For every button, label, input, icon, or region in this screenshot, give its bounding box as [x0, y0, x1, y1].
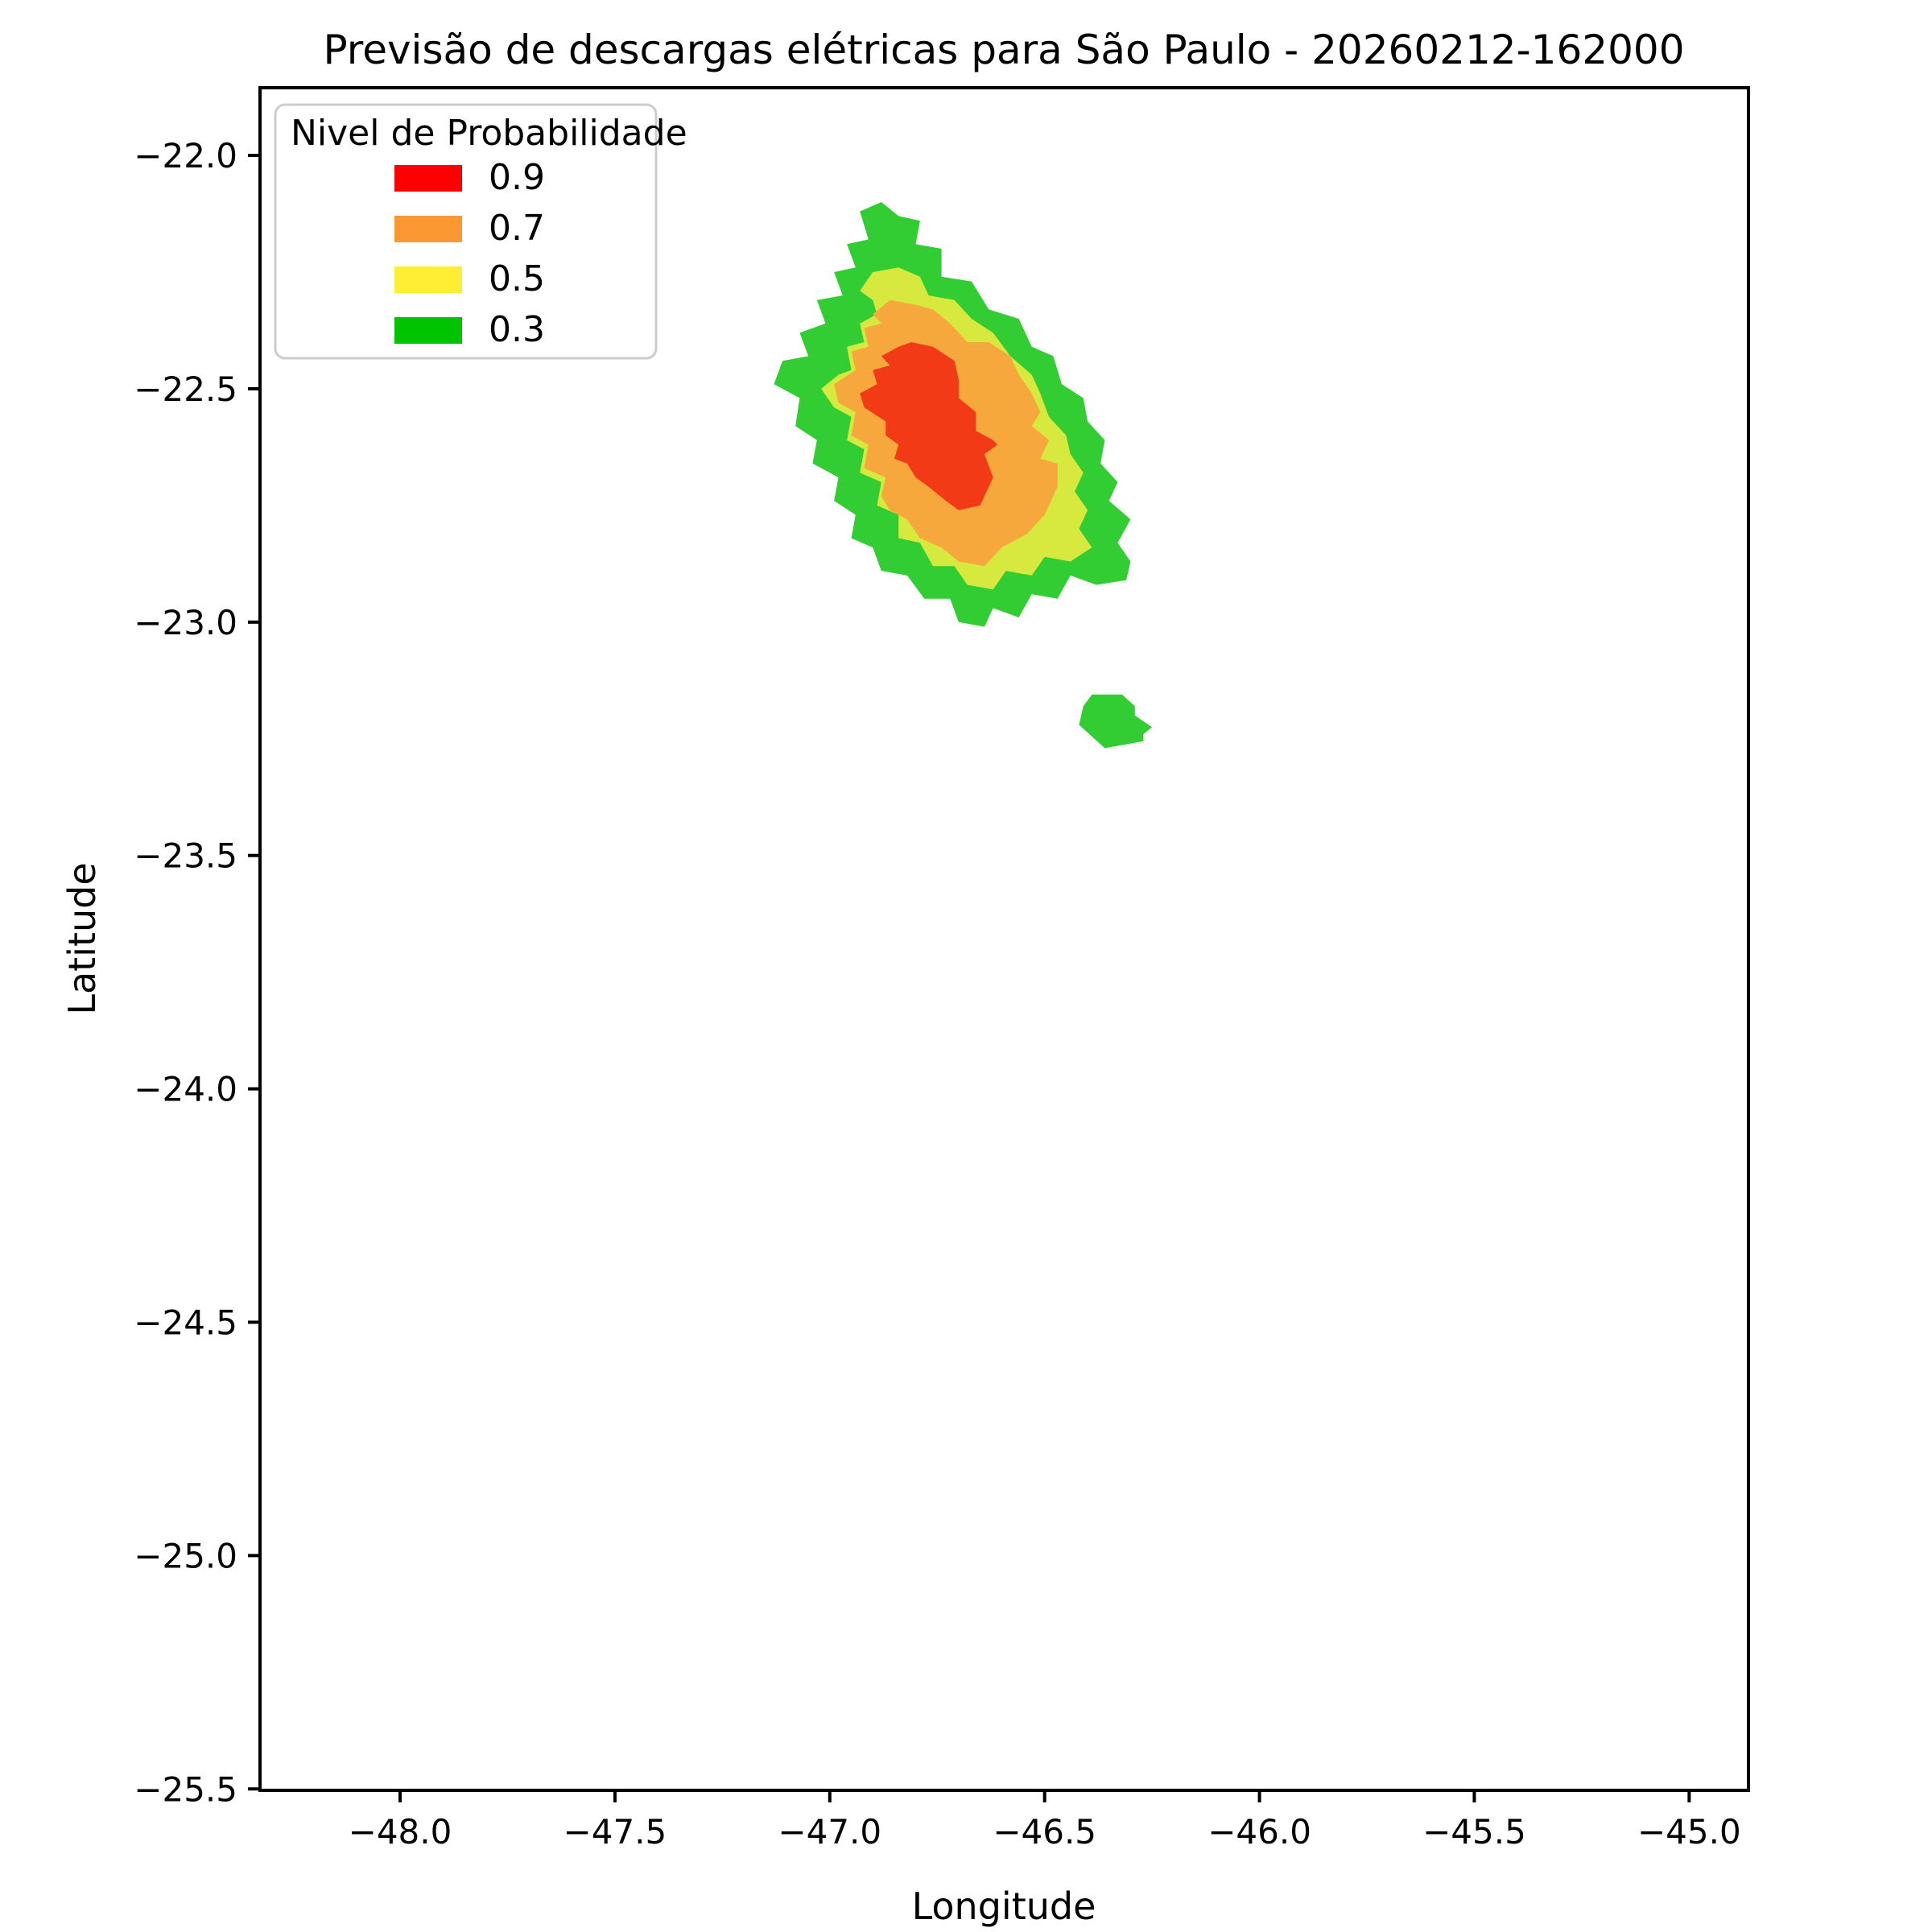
contour-regions: [774, 202, 1153, 749]
legend-label: 0.5: [489, 258, 545, 299]
y-axis: −22.0 −22.5 −23.0 −23.5 −24.0 −24.5 −25.0 −25.5: [134, 136, 260, 1809]
x-tick-label: −45.0: [1637, 1812, 1741, 1852]
legend-label: 0.7: [489, 208, 545, 249]
x-tick-label: −46.0: [1208, 1812, 1311, 1852]
y-tick-label: −24.5: [134, 1302, 237, 1342]
x-tick-label: −47.5: [564, 1812, 667, 1852]
chart-title: Previsão de descargas elétricas para São…: [323, 27, 1684, 73]
x-tick-label: −46.5: [993, 1812, 1096, 1852]
legend-entries: 0.9 0.7 0.5 0.3: [394, 157, 545, 350]
x-axis: −48.0 −47.5 −47.0 −46.5 −46.0 −45.5 −45.0: [349, 1790, 1741, 1852]
y-tick-label: −25.0: [134, 1536, 237, 1575]
legend-swatch-0.5: [394, 266, 462, 293]
y-tick-label: −24.0: [134, 1070, 237, 1109]
contour-region-0.9: [860, 342, 997, 510]
x-tick-label: −47.0: [778, 1812, 881, 1852]
y-tick-label: −25.5: [134, 1769, 237, 1809]
legend-swatch-0.7: [394, 216, 462, 242]
x-axis-label: Longitude: [912, 1885, 1096, 1928]
y-axis-label: Latitude: [60, 862, 104, 1014]
legend-label: 0.3: [489, 309, 545, 350]
y-tick-label: −23.0: [134, 603, 237, 642]
y-tick-label: −23.5: [134, 836, 237, 876]
y-tick-label: −22.0: [134, 136, 237, 175]
legend-label: 0.9: [489, 157, 545, 198]
legend-swatch-0.9: [394, 165, 462, 192]
x-tick-label: −45.5: [1422, 1812, 1526, 1852]
legend: Nivel de Probabilidade 0.9 0.7 0.5 0.3: [274, 103, 687, 360]
legend-swatch-0.3: [394, 317, 462, 344]
x-tick-label: −48.0: [349, 1812, 452, 1852]
contour-region-0.3: [1079, 694, 1153, 749]
legend-box: [274, 103, 658, 360]
y-tick-label: −22.5: [134, 369, 237, 409]
legend-title: Nivel de Probabilidade: [291, 113, 687, 154]
plot-border: [258, 86, 1750, 1792]
